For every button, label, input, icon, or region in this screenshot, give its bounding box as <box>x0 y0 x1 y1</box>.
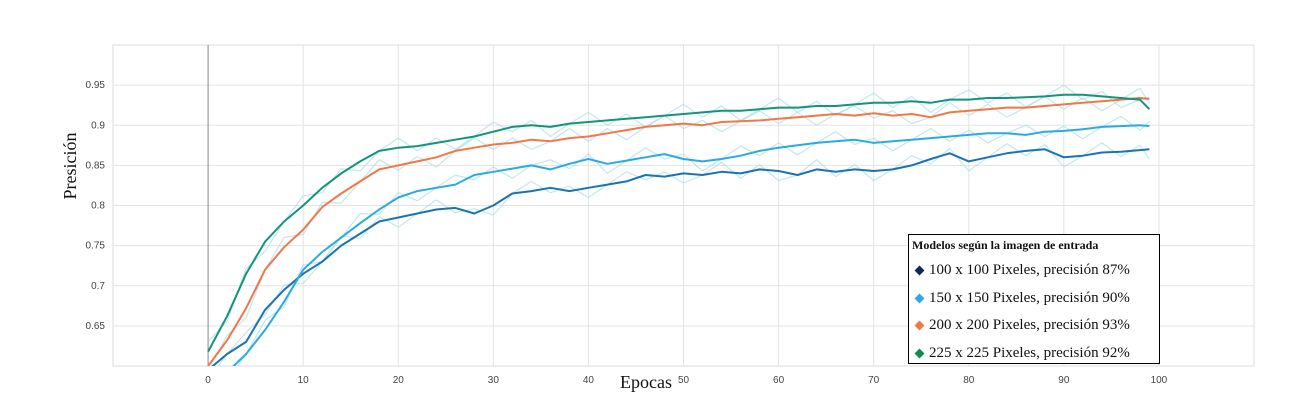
x-tick-label: 50 <box>678 375 690 386</box>
x-tick-label: 10 <box>298 375 310 386</box>
legend-item-150: 150 x 150 Pixeles, precisión 90% <box>909 285 1159 313</box>
diamond-marker-icon <box>914 293 925 304</box>
series-shadow-line <box>207 84 1150 343</box>
series-line <box>207 97 1150 366</box>
smoothing-shadow-lines <box>207 84 1150 366</box>
legend-item-225: 225 x 225 Pixeles, precisión 92% <box>909 340 1159 368</box>
legend-label: 225 x 225 Pixeles, precisión 92% <box>929 344 1130 361</box>
y-axis-title: Presición <box>60 133 80 200</box>
series-shadow-line <box>237 115 1150 366</box>
legend-label: 200 x 200 Pixeles, precisión 93% <box>929 317 1130 334</box>
series-line <box>232 124 1150 366</box>
series-lines <box>207 93 1151 366</box>
legend-title: Modelos según la imagen de entrada <box>912 238 1099 252</box>
diamond-marker-icon <box>914 320 925 331</box>
diamond-marker-icon <box>914 265 925 276</box>
legend: Modelos según la imagen de entrada 100 x… <box>908 234 1160 364</box>
legend-label: 100 x 100 Pixeles, precisión 87% <box>929 262 1130 279</box>
x-tick-label: 20 <box>393 375 405 386</box>
series-line <box>207 93 1151 353</box>
x-tick-label: 40 <box>583 375 595 386</box>
series-shadow-line <box>217 142 1150 366</box>
legend-label: 150 x 150 Pixeles, precisión 90% <box>929 289 1130 306</box>
x-tick-label: 60 <box>773 375 785 386</box>
x-tick-label: 100 <box>1151 375 1168 386</box>
x-tick-label: 30 <box>488 375 500 386</box>
legend-item-100: 100 x 100 Pixeles, precisión 87% <box>909 257 1159 285</box>
y-tick-label: 0.95 <box>86 80 106 91</box>
x-tick-label: 0 <box>205 375 211 386</box>
y-tick-label: 0.85 <box>86 160 106 171</box>
tick-labels: 0.65 0.7 0.75 0.8 0.85 0.9 0.95 0 10 20 30 40 50 60 70… <box>86 80 1168 386</box>
y-tick-label: 0.75 <box>86 241 106 252</box>
x-axis-title: Epocas <box>620 372 672 392</box>
diamond-marker-icon <box>914 348 925 359</box>
series-shadow-line <box>210 87 1150 366</box>
x-tick-label: 70 <box>868 375 880 386</box>
y-tick-label: 0.7 <box>91 281 105 292</box>
legend-item-200: 200 x 200 Pixeles, precisión 93% <box>909 312 1159 340</box>
x-tick-label: 90 <box>1058 375 1070 386</box>
y-tick-label: 0.8 <box>91 201 105 212</box>
y-tick-label: 0.65 <box>86 321 106 332</box>
series-line <box>211 148 1150 366</box>
x-tick-label: 80 <box>963 375 975 386</box>
y-tick-label: 0.9 <box>91 120 105 131</box>
